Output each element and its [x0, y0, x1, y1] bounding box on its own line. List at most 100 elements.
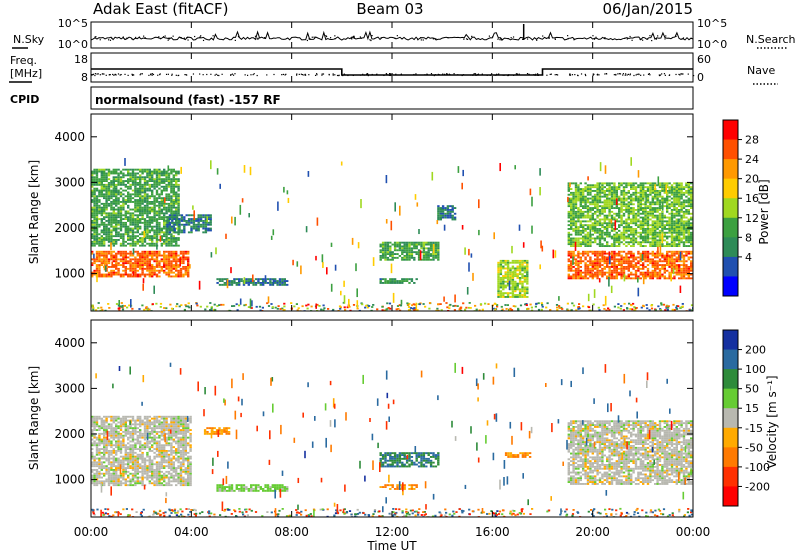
heatmap-cell	[567, 193, 570, 196]
noise-search-dot	[144, 37, 146, 39]
heatmap-cell	[610, 203, 614, 206]
heatmap-cell	[574, 229, 578, 232]
heatmap-cell	[91, 174, 94, 177]
heatmap-cell	[107, 218, 111, 220]
heatmap-cell	[184, 258, 187, 261]
heatmap-cell	[148, 262, 151, 265]
heatmap-cell	[678, 269, 681, 272]
heatmap-cell	[579, 271, 582, 274]
heatmap-cell	[514, 261, 517, 264]
heatmap-cell	[586, 186, 590, 189]
heatmap-cell	[91, 180, 94, 182]
heatmap-cell	[384, 256, 387, 259]
heatmap-cell	[95, 258, 99, 261]
heatmap-cell	[574, 207, 578, 209]
heatmap-cell	[642, 210, 645, 213]
heatmap-cell	[209, 221, 212, 224]
heatmap-cell	[634, 308, 637, 311]
heatmap-cell	[658, 224, 662, 227]
heatmap-cell	[690, 188, 693, 190]
heatmap-cell	[155, 220, 159, 222]
heatmap-cell	[663, 266, 666, 268]
heatmap-cell	[574, 277, 578, 280]
heatmap-cell	[499, 278, 503, 281]
heatmap-cell	[148, 183, 151, 186]
heatmap-cell	[511, 277, 515, 279]
heatmap-cell	[625, 226, 628, 228]
noise-search-dot	[422, 39, 424, 41]
heatmap-cell	[613, 275, 616, 278]
heatmap-cell	[627, 252, 630, 255]
heatmap-cell	[391, 251, 394, 254]
heatmap-cell	[637, 262, 640, 265]
heatmap-cell	[129, 267, 132, 270]
heatmap-cell	[399, 309, 402, 311]
nave-dot	[663, 73, 666, 75]
heatmap-cell	[124, 225, 127, 228]
heatmap-cell	[646, 250, 650, 253]
heatmap-cell	[141, 271, 144, 274]
heatmap-cell	[673, 262, 676, 265]
heatmap-cell	[155, 191, 159, 194]
heatmap-cell	[639, 277, 642, 280]
heatmap-cell	[646, 190, 650, 192]
noise-search-dot	[194, 35, 196, 38]
noise-search-dot	[122, 37, 124, 39]
heatmap-cell	[506, 275, 510, 277]
heatmap-cell	[574, 275, 578, 278]
heatmap-cell	[384, 280, 387, 282]
heatmap-cell	[675, 239, 678, 242]
heatmap-cell	[437, 258, 440, 261]
heatmap-cell	[95, 239, 99, 241]
heatmap-cell	[93, 172, 96, 175]
noise-search-dot	[567, 38, 569, 40]
heatmap-cell	[613, 250, 616, 253]
heatmap-cell	[117, 235, 120, 238]
heatmap-cell	[687, 209, 690, 211]
heatmap-cell	[630, 273, 633, 276]
heatmap-cell	[170, 172, 173, 175]
heatmap-cell	[654, 241, 657, 244]
heatmap-cell	[622, 267, 626, 270]
heatmap-cell	[630, 250, 633, 253]
heatmap-cell	[613, 191, 616, 194]
heatmap-cell	[673, 209, 676, 211]
heatmap-cell	[276, 280, 279, 282]
heatmap-cell	[615, 267, 618, 270]
heatmap-cell	[166, 218, 169, 220]
heatmap-cell	[278, 280, 282, 282]
heatmap-cell	[610, 262, 614, 265]
heatmap-cell	[642, 222, 645, 225]
heatmap-cell	[610, 190, 614, 192]
heatmap-cell	[184, 271, 187, 274]
heatmap-cell	[389, 241, 392, 244]
heatmap-cell	[163, 178, 166, 181]
heatmap-cell	[408, 241, 411, 244]
heatmap-cell	[401, 247, 404, 250]
heatmap-cell	[687, 220, 690, 223]
heatmap-cell	[615, 258, 618, 261]
heatmap-cell	[168, 229, 172, 232]
heatmap-cell	[93, 239, 96, 241]
heatmap-cell	[579, 209, 582, 211]
heatmap-cell	[582, 228, 585, 230]
heatmap-cell	[666, 260, 669, 263]
heatmap-cell	[610, 216, 614, 219]
heatmap-cell	[596, 188, 599, 190]
heatmap-cell	[425, 251, 428, 254]
heatmap-cell	[584, 273, 587, 276]
heatmap-cell	[158, 260, 161, 263]
heatmap-cell	[136, 216, 139, 219]
heatmap-cell	[499, 292, 503, 295]
heatmap-cell	[598, 266, 602, 268]
heatmap-cell	[584, 243, 587, 246]
heatmap-cell	[666, 209, 669, 211]
heatmap-cell	[654, 233, 657, 236]
heatmap-cell	[129, 178, 132, 181]
heatmap-cell	[146, 220, 149, 222]
heatmap-cell	[100, 180, 103, 182]
heatmap-cell	[613, 252, 616, 255]
heatmap-cell	[441, 209, 445, 211]
heatmap-cell	[521, 288, 524, 291]
heatmap-cell	[129, 258, 132, 261]
